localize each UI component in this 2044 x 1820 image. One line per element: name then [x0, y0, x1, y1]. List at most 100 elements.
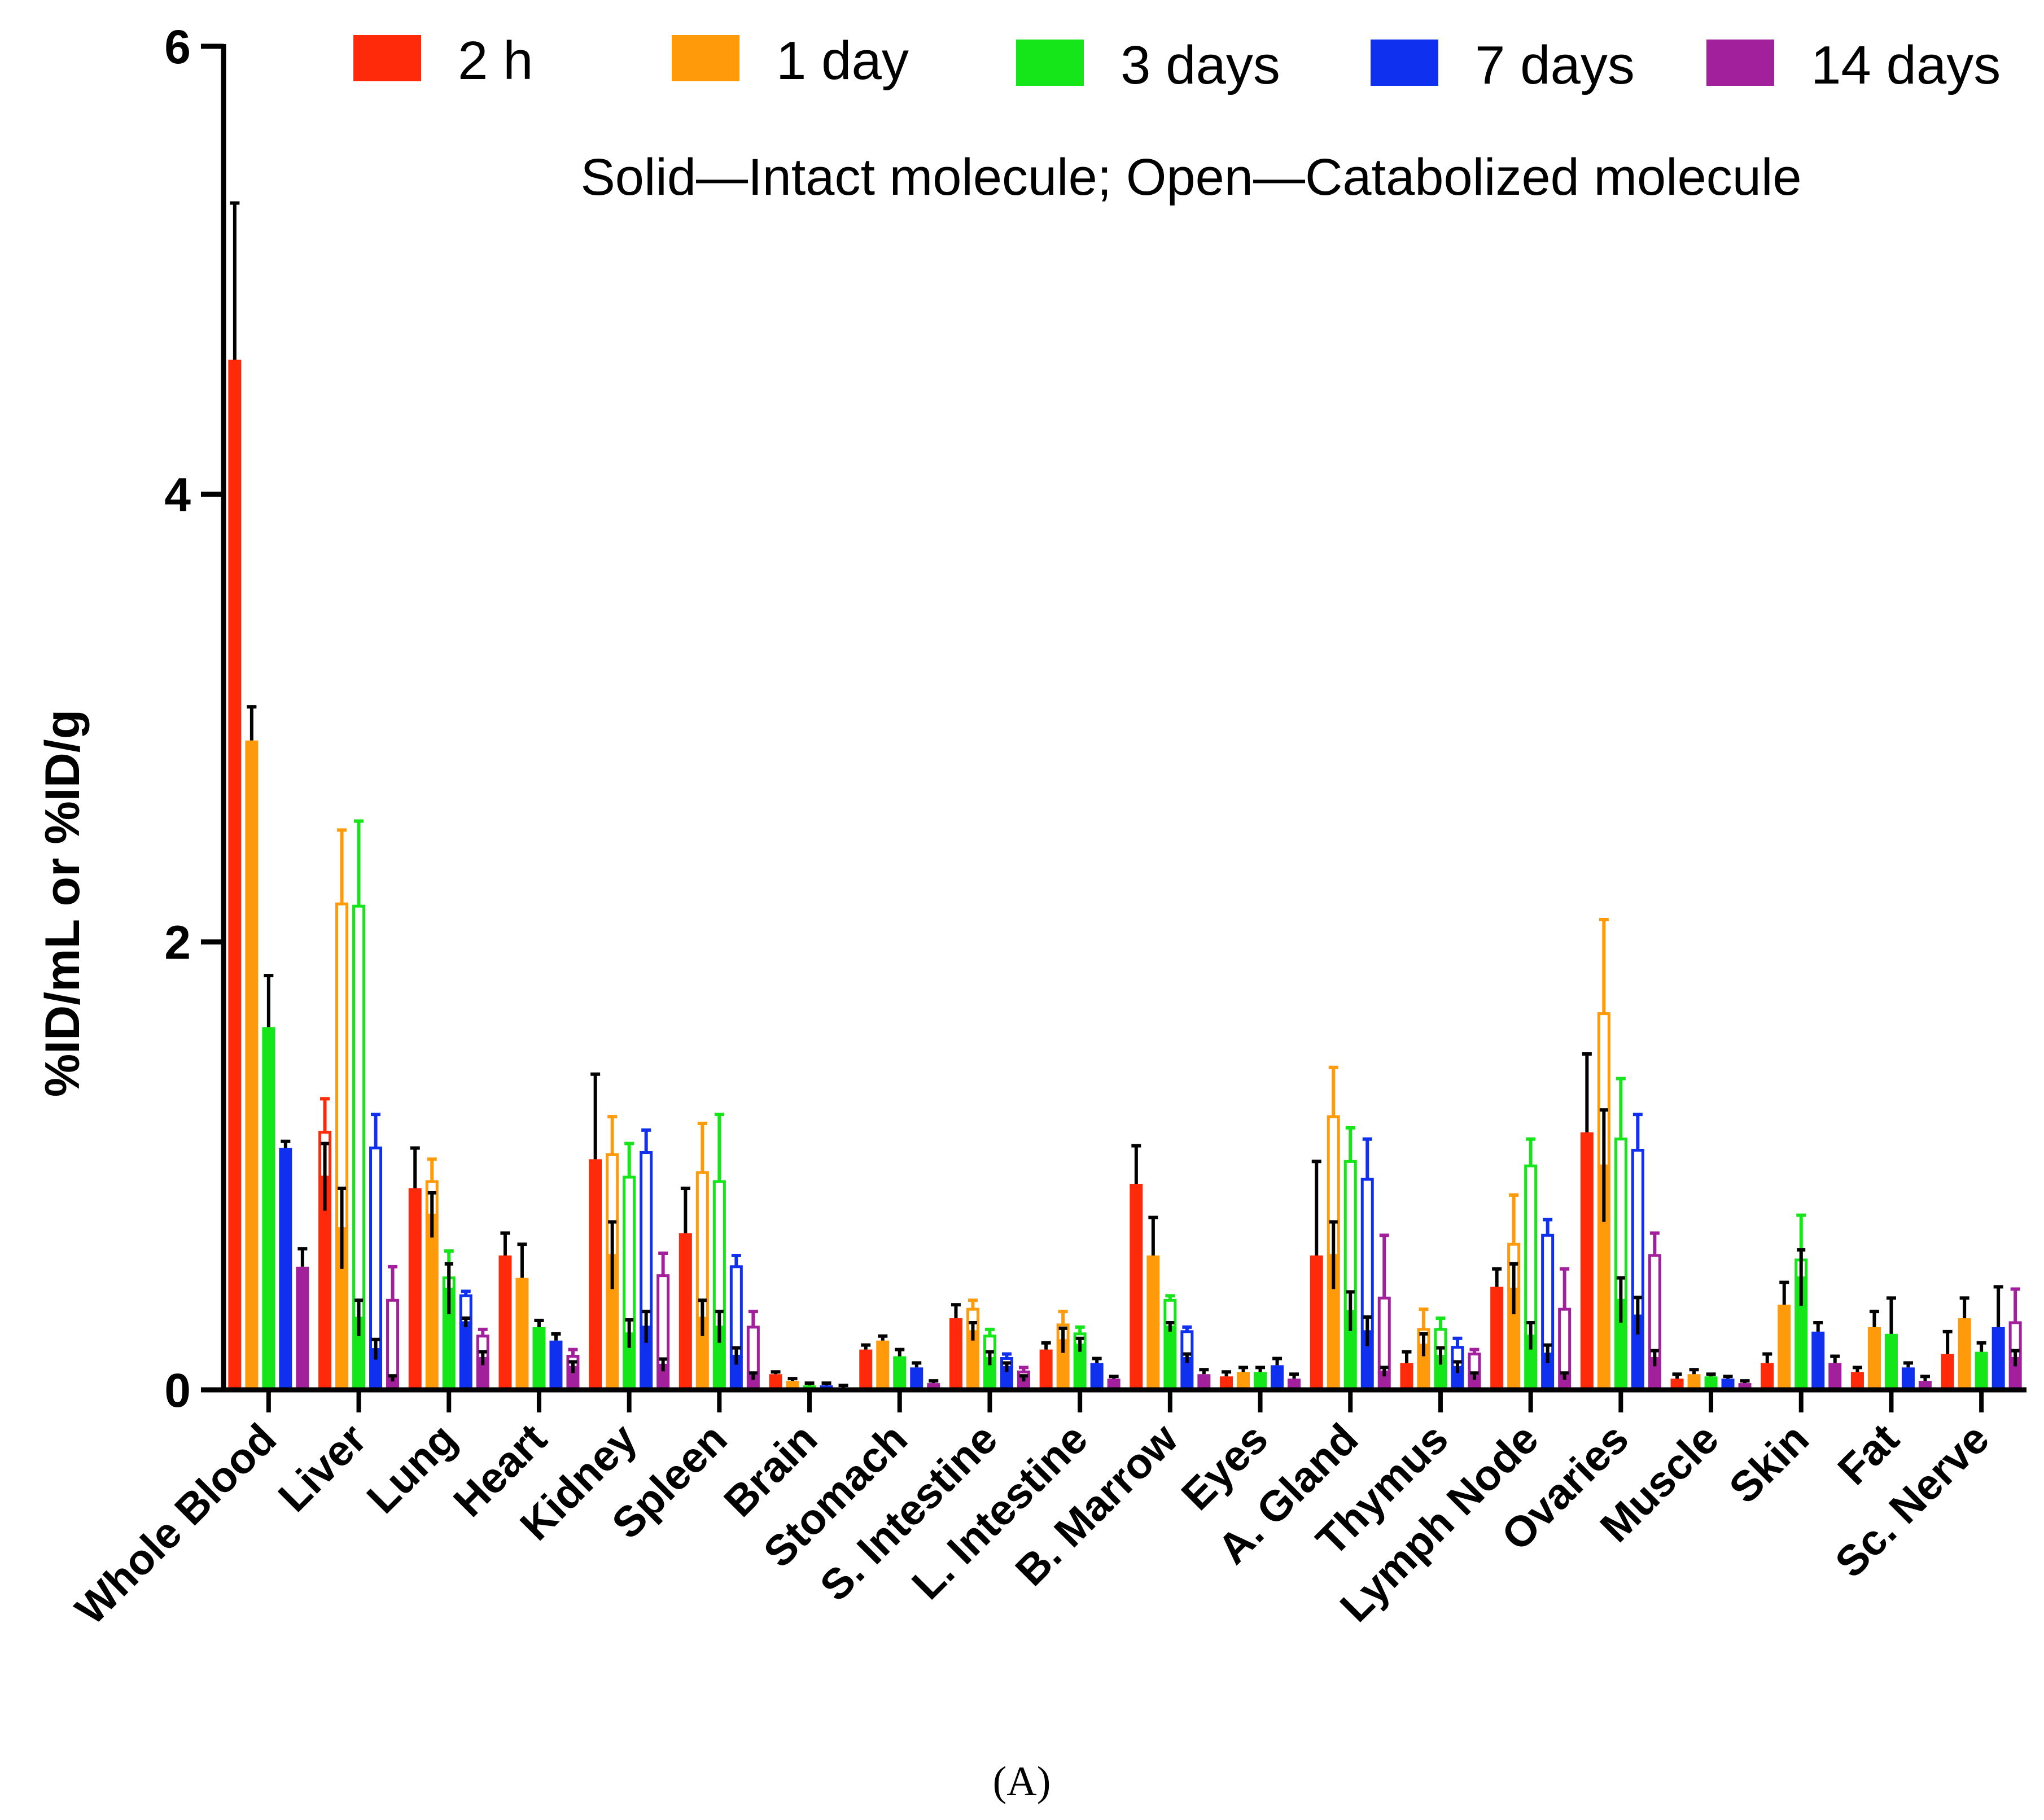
bar-intact — [1056, 1340, 1070, 1390]
bar-intact — [532, 1327, 546, 1390]
bar-intact — [386, 1379, 400, 1390]
bar-intact — [729, 1356, 743, 1390]
bar-intact — [859, 1349, 873, 1390]
x-category-label: Liver — [269, 1415, 376, 1521]
bar-intact — [1288, 1379, 1301, 1390]
bar-intact — [623, 1333, 636, 1390]
bar-intact — [1794, 1278, 1808, 1390]
bar-intact — [1941, 1354, 1954, 1390]
bar-catabolized — [1558, 1307, 1572, 1378]
bar-catabolized — [335, 902, 349, 1230]
bar-intact — [566, 1367, 580, 1390]
bar-intact — [1524, 1336, 1538, 1390]
y-ticks: 0 2 4 6 — [164, 20, 224, 1417]
legend-swatch — [353, 35, 421, 81]
legend-swatch — [672, 35, 739, 81]
bar-intact — [1107, 1379, 1121, 1390]
bar-intact — [1180, 1358, 1194, 1390]
bar-catabolized — [1631, 1149, 1644, 1318]
bar-intact — [695, 1318, 709, 1390]
bar-catabolized — [1614, 1138, 1627, 1302]
bar-intact — [1310, 1255, 1323, 1390]
y-tick-label: 4 — [164, 468, 191, 521]
x-category-labels: Whole BloodLiverLungHeartKidneySpleenBra… — [66, 1390, 1998, 1634]
legend-label: 1 day — [776, 30, 909, 91]
bar-intact — [1000, 1367, 1013, 1390]
bar-intact — [245, 740, 259, 1390]
bar-intact — [769, 1374, 782, 1390]
bar-catabolized — [656, 1274, 670, 1367]
chart-annotation: Solid—Intact molecule; Open—Catabolized … — [580, 148, 1801, 206]
bar-intact — [1163, 1327, 1177, 1390]
bar-intact — [1721, 1379, 1735, 1390]
bar-intact — [1327, 1255, 1340, 1390]
legend-label: 14 days — [1811, 35, 2001, 95]
legend-swatch — [1016, 40, 1084, 86]
bar-intact — [656, 1365, 670, 1390]
bar-intact — [1220, 1376, 1233, 1390]
bar-intact — [1130, 1184, 1143, 1390]
bar-catabolized — [695, 1171, 709, 1320]
bar-intact — [1468, 1376, 1481, 1390]
bar-intact — [1580, 1132, 1594, 1390]
bar-intact — [442, 1289, 456, 1390]
bar-intact — [1738, 1383, 1752, 1390]
bar-intact — [1417, 1345, 1430, 1390]
bar-catabolized — [369, 1147, 383, 1351]
bar-catabolized — [386, 1298, 400, 1380]
bar-catabolized — [712, 1180, 726, 1329]
bar-catabolized — [1343, 1160, 1357, 1313]
bar-intact — [1490, 1287, 1504, 1390]
bar-catabolized — [1541, 1233, 1555, 1356]
legend-label: 2 h — [458, 30, 533, 91]
bar-intact — [679, 1233, 692, 1390]
bar-intact — [1975, 1351, 1988, 1390]
legend: 2 h 1 day 3 days 7 days 14 days — [353, 30, 2001, 95]
bar-intact — [1761, 1363, 1774, 1390]
y-tick-label: 0 — [164, 1364, 191, 1417]
bar-catabolized — [746, 1325, 760, 1378]
bar-intact — [318, 1177, 332, 1390]
bar-intact — [1507, 1289, 1521, 1390]
bar-intact — [1778, 1305, 1791, 1390]
bar-intact — [262, 1027, 275, 1390]
bar-intact — [893, 1356, 907, 1390]
bars-layer — [228, 201, 2022, 1390]
bar-intact — [279, 1148, 292, 1390]
bar-intact — [459, 1323, 472, 1390]
bar-intact — [606, 1255, 619, 1390]
bar-intact — [1901, 1367, 1915, 1390]
bar-intact — [1451, 1367, 1464, 1390]
bar-intact — [228, 360, 242, 1390]
bar-intact — [1992, 1327, 2005, 1390]
bar-catabolized — [1377, 1296, 1391, 1373]
legend-label: 7 days — [1475, 35, 1635, 95]
bar-intact — [1867, 1327, 1881, 1390]
bar-intact — [589, 1159, 602, 1390]
bar-intact — [1146, 1255, 1160, 1390]
bar-catabolized — [640, 1151, 653, 1329]
bar-intact — [1017, 1379, 1030, 1390]
bar-intact — [966, 1331, 979, 1390]
bar-intact — [876, 1340, 890, 1390]
legend-swatch — [1371, 40, 1438, 86]
bar-intact — [1541, 1354, 1555, 1390]
bar-intact — [1237, 1372, 1250, 1390]
bar-intact — [1073, 1345, 1087, 1390]
bar-intact — [1811, 1331, 1825, 1390]
bar-intact — [515, 1278, 529, 1390]
bar-intact — [1254, 1372, 1267, 1390]
y-axis-label: %ID/mL or %ID/g — [36, 710, 90, 1097]
bar-intact — [1704, 1376, 1718, 1390]
bar-intact — [1039, 1349, 1053, 1390]
bar-intact — [408, 1188, 422, 1390]
legend-label: 3 days — [1121, 35, 1280, 95]
bar-intact — [1343, 1311, 1357, 1390]
bar-intact — [425, 1215, 439, 1390]
bar-intact — [1558, 1376, 1572, 1390]
bar-intact — [1090, 1363, 1104, 1390]
bar-catabolized — [1648, 1254, 1661, 1360]
bar-intact — [1884, 1333, 1898, 1390]
bar-intact — [549, 1340, 563, 1390]
